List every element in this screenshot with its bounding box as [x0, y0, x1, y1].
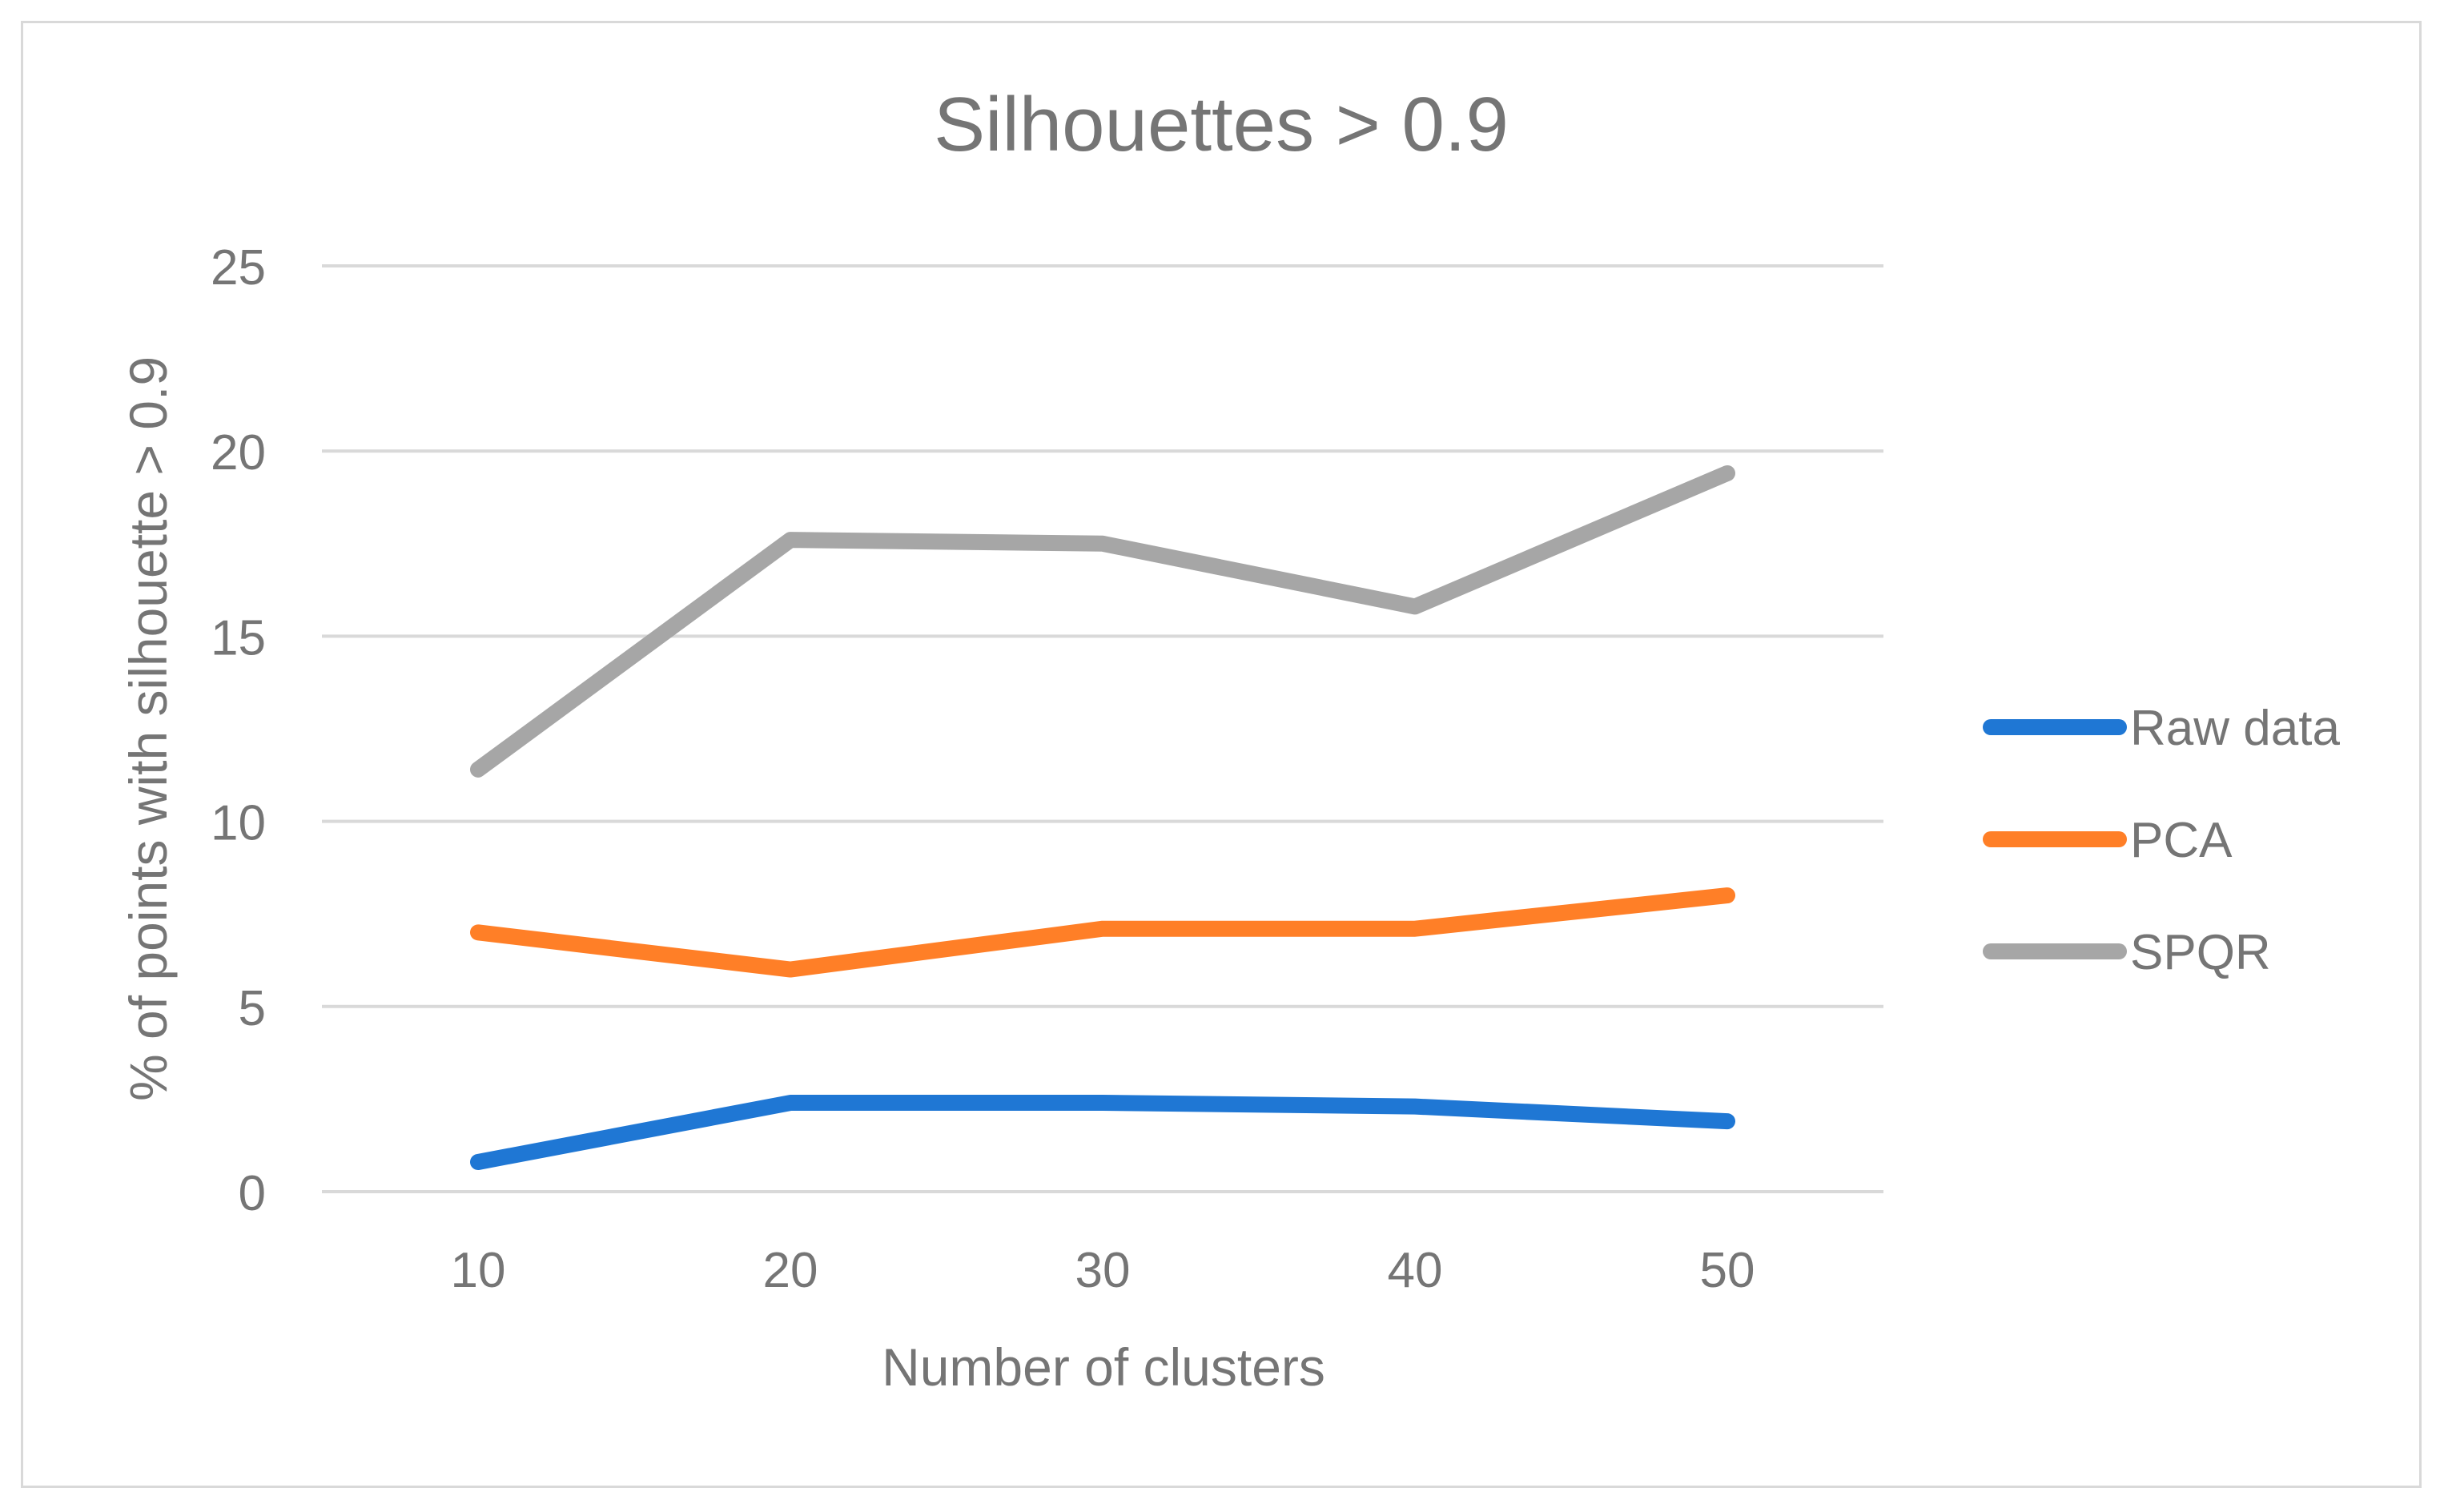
- y-tick-label: 5: [239, 981, 266, 1036]
- legend-label: PCA: [2130, 813, 2233, 868]
- x-tick-label: 50: [1700, 1243, 1755, 1298]
- y-tick-label: 0: [239, 1166, 266, 1221]
- series-line-spqr: [470, 464, 1735, 778]
- x-tick-label: 30: [1075, 1243, 1131, 1298]
- y-tick-label: 15: [211, 610, 266, 666]
- series-lines: [470, 464, 1735, 1171]
- y-tick-labels: 0 5 10 15 20 25: [211, 240, 266, 1221]
- x-axis-label: Number of clusters: [882, 1337, 1325, 1397]
- y-tick-label: 10: [211, 796, 266, 851]
- x-tick-label: 40: [1388, 1243, 1443, 1298]
- series-line-pca: [470, 887, 1735, 978]
- series-line-raw-data: [470, 1095, 1735, 1171]
- x-tick-label: 20: [763, 1243, 818, 1298]
- x-tick-label: 10: [451, 1243, 506, 1298]
- y-tick-label: 25: [211, 240, 266, 296]
- chart-title: Silhouettes > 0.9: [934, 82, 1509, 167]
- gridlines: [322, 264, 1883, 1193]
- legend: Raw data PCA SPQR: [1983, 701, 2340, 980]
- x-tick-labels: 10 20 30 40 50: [451, 1243, 1755, 1298]
- legend-label: SPQR: [2130, 925, 2271, 980]
- y-axis-label: % of points with silhouette > 0.9: [119, 356, 178, 1101]
- y-tick-label: 20: [211, 425, 266, 481]
- legend-label: Raw data: [2130, 701, 2340, 756]
